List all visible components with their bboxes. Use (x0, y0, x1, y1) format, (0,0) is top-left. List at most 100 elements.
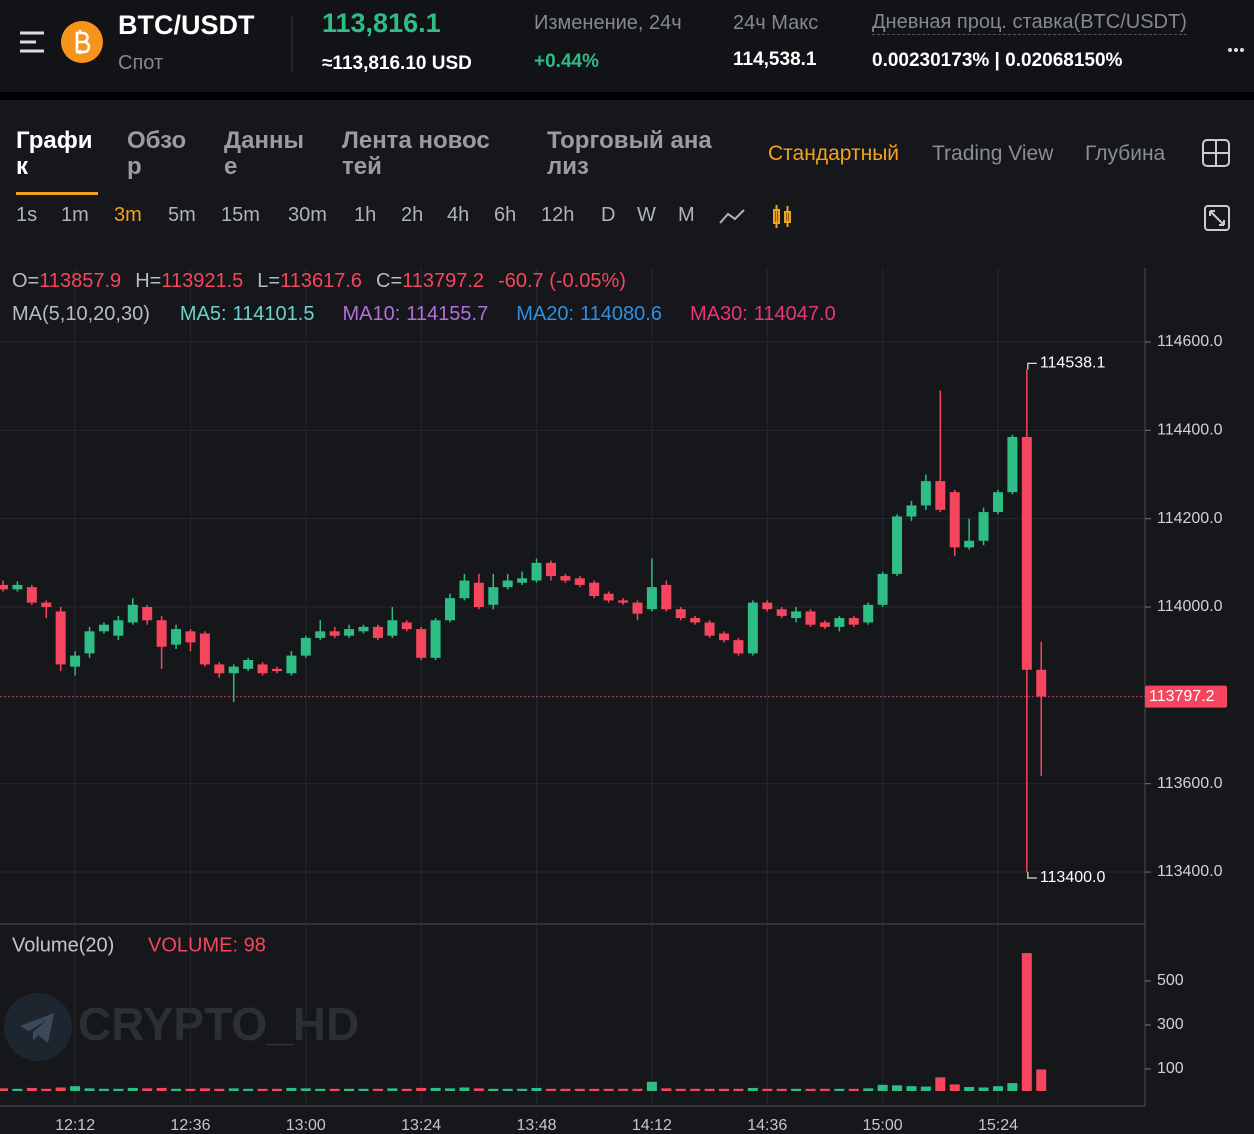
watermark-icon (4, 993, 72, 1061)
ohlc-change: -60.7 (-0.05%) (498, 270, 626, 292)
candle-body (949, 492, 960, 548)
interval[interactable]: M (678, 204, 695, 226)
volume-bar (315, 1088, 326, 1091)
price: 113,816.1 (322, 8, 441, 38)
interval[interactable]: W (637, 204, 656, 226)
volume-bar (26, 1087, 37, 1091)
ma-item-label: MA30: (689, 303, 748, 325)
y-tick-label: 114400.0 (1157, 422, 1223, 439)
interval[interactable]: 1s (16, 204, 38, 226)
candle-body (819, 622, 830, 627)
candle-body (545, 562, 556, 577)
tab[interactable]: Лента новостей (342, 127, 490, 180)
x-tick-label: 15:24 (978, 1117, 1018, 1134)
candle-body (26, 587, 37, 603)
header-bg (0, 0, 1254, 92)
candle-body (1036, 669, 1047, 697)
y-tick-label: 500 (1157, 972, 1184, 989)
candle-body (978, 512, 989, 541)
interval[interactable]: 5m (168, 204, 196, 226)
interval[interactable]: 4h (447, 204, 470, 226)
candle-body (488, 587, 499, 605)
volume-bar (517, 1088, 528, 1091)
interval[interactable]: 3m (114, 204, 142, 226)
interval[interactable]: 2h (401, 204, 424, 226)
ma-item-value: 114080.6 (580, 303, 662, 325)
candle-body (329, 631, 340, 636)
candle-body (661, 584, 672, 610)
tab[interactable]: Обзор (127, 127, 187, 180)
volume-bar (848, 1088, 859, 1091)
interval[interactable]: 6h (494, 204, 517, 226)
volume-bar (819, 1088, 830, 1091)
volume-bar (228, 1088, 239, 1091)
volume-bar (127, 1087, 138, 1091)
volume-bar (978, 1087, 989, 1091)
ma-item-label: MA20: (516, 303, 575, 325)
tab[interactable]: Торговый анализ (547, 127, 712, 180)
layout-icon[interactable] (1202, 139, 1230, 167)
candle-body (747, 602, 758, 654)
ma-item-value: 114101.5 (232, 303, 315, 325)
interval[interactable]: D (601, 204, 616, 226)
fullscreen-icon[interactable] (1204, 205, 1230, 231)
volume-bar (430, 1087, 441, 1091)
y-tick-label: 100 (1157, 1060, 1184, 1077)
high: 114,538.1 (733, 49, 817, 70)
tab[interactable]: График (16, 127, 93, 180)
volume-bar (416, 1087, 427, 1091)
y-tick-label: 300 (1157, 1016, 1184, 1033)
line-chart-icon[interactable] (719, 209, 745, 224)
interval[interactable]: 15m (221, 204, 260, 226)
volume-bar (632, 1088, 643, 1091)
header-divider (0, 92, 1254, 100)
volume-bar (949, 1084, 960, 1091)
candle-body (156, 620, 167, 647)
view-option[interactable]: Trading View (932, 142, 1054, 165)
volume-bar (906, 1086, 917, 1091)
volume-bar (834, 1088, 845, 1091)
interval[interactable]: 1m (61, 204, 89, 226)
x-tick-label: 12:12 (55, 1117, 95, 1134)
interval[interactable]: 30m (288, 204, 327, 226)
ohlc-value: 113921.5 (161, 270, 244, 292)
y-tick-label: 113600.0 (1157, 775, 1223, 792)
tab[interactable]: Данные (224, 127, 304, 180)
candle-chart-icon[interactable] (773, 205, 791, 228)
ma-item-value: 114047.0 (753, 303, 836, 325)
volume-bar (574, 1088, 585, 1091)
volume-bar (156, 1087, 167, 1091)
volume-bar (877, 1084, 888, 1091)
volume-bar (473, 1088, 484, 1091)
candle-body (55, 611, 66, 665)
last-price-label: 113797.2 (1149, 688, 1215, 705)
volume-bar (0, 1088, 8, 1091)
candle-body (646, 587, 657, 610)
volume-bar (185, 1088, 196, 1091)
view-option[interactable]: Глубина (1085, 142, 1166, 165)
menu-icon[interactable] (20, 31, 44, 53)
candle-body (358, 626, 369, 632)
watermark: CRYPTO_HD (78, 998, 359, 1050)
x-tick-label: 15:00 (863, 1117, 903, 1134)
candle-body (459, 580, 470, 599)
min-label: 113400.0 (1040, 869, 1106, 886)
candle-body (372, 626, 383, 638)
ohlc-label: O= (12, 270, 40, 292)
pair[interactable]: BTC/USDT (118, 10, 255, 40)
candle-body (920, 481, 931, 506)
candle-body (848, 618, 859, 625)
market: Спот (118, 52, 164, 74)
coin-icon (61, 21, 103, 63)
max-marker (1027, 362, 1037, 370)
more-icon[interactable] (1228, 48, 1244, 52)
volume-bar (589, 1088, 600, 1091)
ohlc-label: L= (257, 270, 281, 292)
view-option[interactable]: Стандартный (768, 142, 900, 165)
volume-bar (646, 1081, 657, 1091)
interval[interactable]: 1h (354, 204, 377, 226)
candle-body (762, 602, 773, 610)
candle-body (892, 516, 903, 574)
interval[interactable]: 12h (541, 204, 575, 226)
rate-label[interactable]: Дневная проц. ставка(BTC/USDT) (872, 11, 1187, 35)
